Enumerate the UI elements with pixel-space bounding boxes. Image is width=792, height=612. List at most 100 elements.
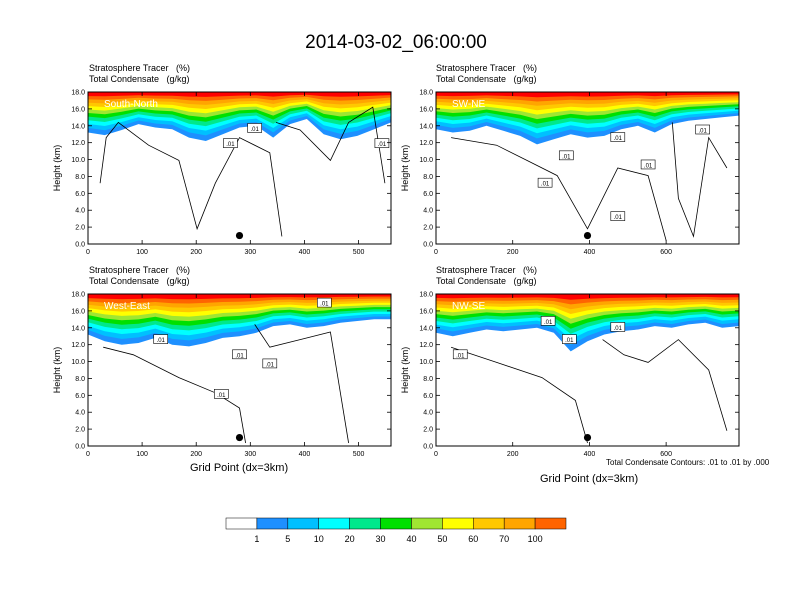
x-tick-label: 600 [660,249,672,256]
x-tick-label: 600 [660,451,672,458]
y-tick-label: 10.0 [419,157,433,164]
y-axis-label: Height (km) [52,145,62,192]
x-tick-label: 0 [86,249,90,256]
condensate-contour [254,324,349,444]
contour-label: .01 [250,127,259,133]
contour-label-box [558,150,574,161]
x-tick-label: 400 [299,451,311,458]
contour-label-box [540,316,556,326]
colorbar-label: 100 [528,534,543,544]
colorbar-swatch-8 [442,517,474,530]
panel-3: .01 .01 .01 .01 .01 West-East 0.0 2.0 4.0 6.0 8.0 1… [52,292,392,458]
y-tick-label: 16.0 [71,308,85,315]
contour-footnote: Total Condensate Contours: .01 to .01 by… [606,458,770,467]
x-tick-label: 0 [434,451,438,458]
location-marker [583,433,592,442]
colorbar-swatch-3 [287,517,319,530]
contour-label-box [452,349,468,360]
panel-2-title-line2: Total Condensate (g/kg) [436,74,537,84]
contour-label: .01 [157,338,166,344]
colorbar-label: 50 [437,534,447,544]
y-tick-label: 18.0 [419,90,433,97]
panel-1-title-line1: Stratosphere Tracer (%) [89,63,191,73]
panel-2: .01 .01 .01 .01 .01 .01 SW-NE 0.0 2.0 4.0 6.0 8.0 10… [400,90,740,256]
y-tick-label: 8.0 [75,174,85,181]
x-tick-label: 300 [244,451,256,458]
panel-4: .01 .01 .01 .01 NW-SE 0.0 2.0 4.0 6.0 8.0 10.0 12.0… [400,292,740,458]
x-tick-label: 0 [86,451,90,458]
panel-1: .01 .01 .01 South-North 0.0 2.0 4.0 6.0 8.0 10.0 1… [52,90,392,256]
contour-label-box [610,322,626,332]
y-tick-label: 4.0 [75,410,85,417]
y-tick-label: 16.0 [71,106,85,113]
panel-3-xlabel: Grid Point (dx=3km) [190,462,289,474]
x-tick-label: 200 [190,249,202,256]
panel-3-title-line2: Total Condensate (g/kg) [89,276,190,286]
colorbar-swatch-9 [473,517,505,530]
contour-label-box [640,159,656,170]
panel-4-title-line2: Total Condensate (g/kg) [436,276,537,286]
y-tick-label: 14.0 [71,123,85,130]
y-tick-label: 4.0 [75,208,85,215]
y-tick-label: 2.0 [75,225,85,232]
y-axis-label: Height (km) [400,145,410,192]
contour-label-box [374,138,390,148]
y-tick-label: 12.0 [71,342,85,349]
x-tick-label: 300 [244,249,256,256]
contour-label-box [153,334,169,344]
panel-3-title-line1: Stratosphere Tracer (%) [89,265,191,275]
x-tick-label: 400 [584,249,596,256]
plot-frame [87,91,392,245]
panel-label: West-East [104,301,150,312]
y-tick-label: 8.0 [423,376,433,383]
colorbar-label: 5 [285,534,290,544]
condensate-contour [602,339,728,431]
contour-label-box [610,211,626,221]
contour-label: .01 [698,129,707,135]
tracer-band-11 [436,92,739,98]
tracer-band-11 [88,92,391,97]
contour-label-box [317,297,332,308]
x-tick-label: 200 [190,451,202,458]
contour-label: .01 [614,326,623,332]
colorbar-label: 40 [406,534,416,544]
y-tick-label: 6.0 [75,393,85,400]
contour-label: .01 [644,163,653,169]
y-tick-label: 18.0 [419,292,433,299]
y-tick-label: 0.0 [423,242,433,249]
y-tick-label: 4.0 [423,208,433,215]
x-tick-label: 500 [353,249,365,256]
condensate-contour [671,122,728,238]
condensate-contour [451,137,667,242]
contour-label-box [232,349,247,360]
panel-label: South-North [104,99,158,110]
y-tick-label: 0.0 [75,242,85,249]
y-tick-label: 6.0 [423,393,433,400]
contour-label-box [262,358,278,369]
tracer-band-11 [436,294,739,300]
y-tick-label: 2.0 [75,427,85,434]
condensate-contour [99,121,283,237]
location-marker [235,231,244,240]
colorbar-label: 30 [376,534,386,544]
tracer-band-11 [88,294,391,300]
colorbar-swatch-2 [256,517,289,530]
condensate-contour [103,346,246,444]
panel-label: SW-NE [452,99,485,110]
colorbar-label: 20 [345,534,355,544]
contour-label: .01 [378,142,387,148]
contour-label: .01 [217,393,226,399]
contour-label-box [562,334,577,344]
location-marker [583,231,592,240]
contour-label: .01 [562,154,571,160]
contour-label-box [223,138,238,148]
y-tick-label: 0.0 [75,444,85,451]
y-tick-label: 14.0 [419,325,433,332]
colorbar-swatch-5 [349,517,381,530]
contour-label: .01 [544,320,553,326]
panel-4-title-line1: Stratosphere Tracer (%) [436,265,538,275]
colorbar: 1 5 10 20 30 40 50 60 70 100 [225,517,567,544]
y-tick-label: 2.0 [423,427,433,434]
contour-label-box [247,123,262,133]
